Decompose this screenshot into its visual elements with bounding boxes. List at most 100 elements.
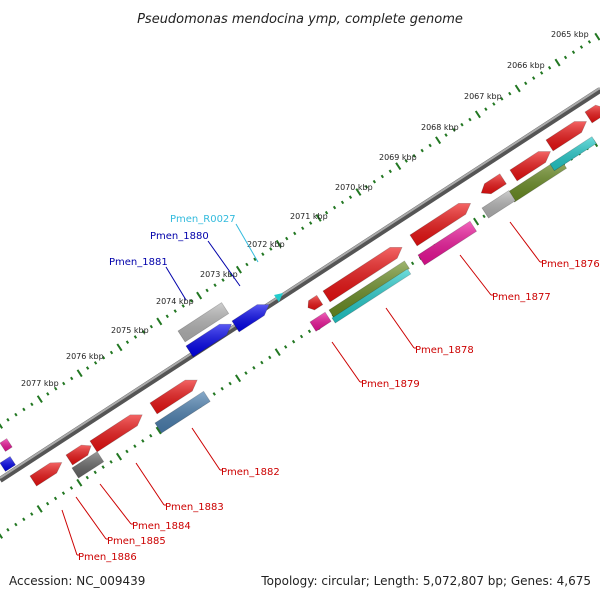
outer-tick <box>484 107 488 111</box>
inner-tick <box>69 486 74 490</box>
outer-tick <box>181 304 185 308</box>
outer-tick <box>36 395 43 404</box>
leader-line <box>235 223 259 263</box>
outer-tick <box>428 143 432 148</box>
gene-label: Pmen_1880 <box>150 231 209 242</box>
outer-tick <box>315 214 322 222</box>
inner-tick <box>22 517 26 522</box>
outer-tick <box>308 221 313 225</box>
leader-line <box>191 427 221 471</box>
inner-tick <box>228 381 232 386</box>
inner-tick <box>307 329 312 334</box>
outer-tick <box>93 361 98 365</box>
tick-label: 2070 kbp <box>335 183 373 192</box>
outer-tick <box>189 298 193 303</box>
outer-tick <box>420 148 424 153</box>
outer-tick <box>275 239 282 248</box>
inner-tick <box>283 345 288 349</box>
reverse-feature-shade <box>232 304 270 332</box>
cds-feature-shade <box>307 295 323 310</box>
rrna-feature-shade <box>329 260 410 318</box>
outer-tick <box>109 350 114 355</box>
outer-tick <box>324 210 329 215</box>
leader-line <box>99 483 132 525</box>
map-title: Pseudomonas mendocina ymp, complete geno… <box>137 12 463 27</box>
outer-tick <box>380 174 384 179</box>
cds-feature-shade <box>410 203 471 246</box>
inner-tick <box>149 433 153 438</box>
leader-line <box>331 341 361 383</box>
outer-tick <box>293 231 297 236</box>
outer-tick <box>253 257 257 262</box>
outer-tick <box>30 402 34 407</box>
outer-tick <box>149 324 153 329</box>
outer-tick <box>6 418 10 422</box>
inner-tick <box>291 339 296 344</box>
cds-feature-shade <box>30 462 62 487</box>
outer-tick <box>173 309 177 313</box>
inner-tick <box>268 355 272 360</box>
outer-tick <box>301 226 305 231</box>
trna-feature-shade <box>550 136 597 171</box>
outer-tick <box>474 110 481 119</box>
pseudo-feature-shade <box>482 190 516 219</box>
outer-tick <box>492 102 496 106</box>
gene-features <box>0 104 600 487</box>
outer-tick <box>156 317 163 326</box>
reverse-feature-shade <box>0 456 16 472</box>
outer-tick <box>554 58 561 67</box>
outer-tick <box>579 45 584 49</box>
gene-label: Pmen_1886 <box>78 552 137 563</box>
outer-tick <box>388 169 392 174</box>
outer-tick <box>0 423 4 429</box>
tick-label: 2069 kbp <box>379 153 417 162</box>
gene-label: Pmen_1882 <box>221 467 280 478</box>
inner-tick <box>244 371 248 375</box>
cds-feature-shade <box>150 380 198 414</box>
leader-line <box>385 307 415 349</box>
accession-text: Accession: NC_009439 <box>9 574 146 588</box>
leader-line <box>459 254 492 296</box>
leader-line <box>61 509 78 556</box>
outer-tick <box>76 369 83 378</box>
inner-tick <box>125 449 129 454</box>
outer-tick <box>14 412 18 417</box>
outer-tick <box>435 136 442 145</box>
inner-tick <box>76 478 83 487</box>
inner-tick <box>93 470 97 475</box>
inner-tick <box>115 452 123 461</box>
cds-feature-shade <box>90 414 143 452</box>
gene-label: Pmen_1878 <box>415 345 474 356</box>
outer-tick <box>364 185 369 189</box>
outer-tick <box>355 188 362 196</box>
inner-tick <box>274 348 281 357</box>
reverse-feature-shade <box>186 324 232 357</box>
outer-tick <box>133 335 138 339</box>
genome-summary-text: Topology: circular; Length: 5,072,807 bp… <box>261 574 591 588</box>
gene-label: Pmen_1879 <box>361 379 420 390</box>
inner-tick <box>14 522 18 527</box>
tick-label: 2072 kbp <box>247 240 285 249</box>
misc-feature-shade <box>310 312 332 332</box>
outer-tick <box>452 128 456 132</box>
outer-tick <box>46 392 50 396</box>
tick-label: 2075 kbp <box>111 326 149 335</box>
inner-tick <box>45 501 50 506</box>
outer-tick <box>340 200 345 205</box>
cds-feature-shade <box>546 121 587 151</box>
outer-tick <box>539 71 544 75</box>
inner-tick <box>473 217 480 226</box>
outer-tick <box>70 376 74 381</box>
inner-tick <box>220 386 224 391</box>
outer-tick <box>412 153 416 158</box>
cds-feature-shade <box>66 445 92 466</box>
inner-tick <box>30 512 34 516</box>
inner-tick <box>410 261 415 266</box>
leader-line <box>135 462 165 506</box>
outer-tick <box>404 159 408 163</box>
inner-tick <box>260 360 264 365</box>
gene-labels: Pmen_1876 Pmen_1877 Pmen_1878 Pmen_1879 Pmen… <box>61 214 600 563</box>
steel-feature-shade <box>155 391 211 434</box>
outer-tick <box>101 355 106 360</box>
